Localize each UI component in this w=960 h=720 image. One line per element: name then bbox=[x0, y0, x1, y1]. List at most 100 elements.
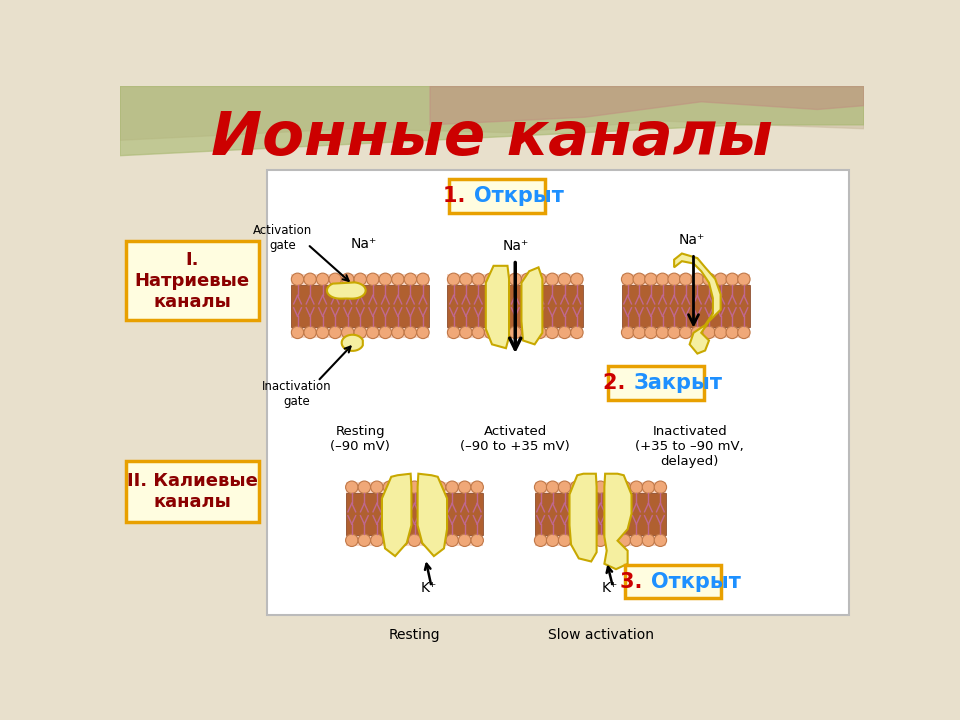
Circle shape bbox=[383, 534, 396, 546]
Circle shape bbox=[417, 326, 429, 338]
Circle shape bbox=[680, 326, 692, 338]
Circle shape bbox=[379, 326, 392, 338]
Circle shape bbox=[633, 326, 645, 338]
Circle shape bbox=[485, 326, 496, 338]
Circle shape bbox=[354, 273, 367, 285]
Circle shape bbox=[496, 326, 509, 338]
FancyBboxPatch shape bbox=[535, 482, 666, 546]
Polygon shape bbox=[521, 267, 542, 344]
Circle shape bbox=[535, 481, 547, 493]
Circle shape bbox=[342, 326, 354, 338]
Circle shape bbox=[379, 273, 392, 285]
FancyBboxPatch shape bbox=[291, 274, 429, 338]
Polygon shape bbox=[382, 474, 412, 556]
Circle shape bbox=[521, 326, 534, 338]
FancyBboxPatch shape bbox=[609, 366, 705, 400]
Circle shape bbox=[642, 534, 655, 546]
Circle shape bbox=[509, 326, 521, 338]
Polygon shape bbox=[418, 474, 447, 556]
Circle shape bbox=[509, 273, 521, 285]
FancyBboxPatch shape bbox=[622, 274, 750, 338]
Circle shape bbox=[570, 534, 583, 546]
Circle shape bbox=[460, 326, 472, 338]
Circle shape bbox=[654, 534, 666, 546]
Circle shape bbox=[583, 481, 595, 493]
Text: Na⁺: Na⁺ bbox=[351, 237, 377, 251]
Polygon shape bbox=[486, 266, 509, 348]
FancyBboxPatch shape bbox=[346, 482, 484, 546]
Polygon shape bbox=[674, 253, 721, 354]
Circle shape bbox=[621, 326, 634, 338]
Circle shape bbox=[447, 326, 460, 338]
Circle shape bbox=[680, 273, 692, 285]
Text: II. Калиевые
каналы: II. Калиевые каналы bbox=[127, 472, 257, 510]
Circle shape bbox=[346, 534, 358, 546]
Circle shape bbox=[691, 326, 704, 338]
Text: 2.: 2. bbox=[603, 373, 633, 393]
FancyBboxPatch shape bbox=[126, 241, 259, 320]
Circle shape bbox=[383, 481, 396, 493]
Text: Resting: Resting bbox=[389, 628, 441, 642]
FancyBboxPatch shape bbox=[126, 461, 259, 522]
Circle shape bbox=[607, 534, 618, 546]
Text: Inactivation
gate: Inactivation gate bbox=[262, 380, 331, 408]
Circle shape bbox=[472, 326, 485, 338]
Polygon shape bbox=[342, 335, 363, 351]
Circle shape bbox=[472, 273, 485, 285]
Text: Inactivated
(+35 to –90 mV,
delayed): Inactivated (+35 to –90 mV, delayed) bbox=[636, 426, 744, 468]
Text: Slow activation: Slow activation bbox=[547, 628, 654, 642]
Circle shape bbox=[618, 534, 631, 546]
Circle shape bbox=[546, 273, 559, 285]
Circle shape bbox=[546, 481, 559, 493]
Circle shape bbox=[607, 481, 618, 493]
Circle shape bbox=[645, 273, 657, 285]
Circle shape bbox=[342, 273, 354, 285]
Circle shape bbox=[534, 326, 546, 338]
Circle shape bbox=[570, 326, 583, 338]
Circle shape bbox=[559, 534, 571, 546]
Circle shape bbox=[291, 273, 303, 285]
Circle shape bbox=[668, 273, 681, 285]
Circle shape bbox=[459, 534, 470, 546]
Text: Закрыт: Закрыт bbox=[634, 373, 723, 393]
Circle shape bbox=[737, 326, 750, 338]
Circle shape bbox=[496, 273, 509, 285]
Circle shape bbox=[358, 481, 371, 493]
Circle shape bbox=[354, 326, 367, 338]
Circle shape bbox=[737, 273, 750, 285]
FancyBboxPatch shape bbox=[448, 179, 544, 212]
Circle shape bbox=[594, 534, 607, 546]
Circle shape bbox=[367, 273, 379, 285]
Circle shape bbox=[392, 273, 404, 285]
Text: Открыт: Открыт bbox=[651, 572, 741, 592]
Circle shape bbox=[559, 326, 571, 338]
Circle shape bbox=[654, 481, 666, 493]
Circle shape bbox=[433, 534, 445, 546]
Circle shape bbox=[420, 481, 433, 493]
Circle shape bbox=[471, 481, 484, 493]
Circle shape bbox=[485, 273, 496, 285]
Circle shape bbox=[583, 534, 595, 546]
Circle shape bbox=[408, 481, 420, 493]
Circle shape bbox=[630, 481, 642, 493]
Circle shape bbox=[396, 534, 408, 546]
Circle shape bbox=[317, 326, 329, 338]
FancyBboxPatch shape bbox=[447, 284, 583, 327]
Circle shape bbox=[392, 326, 404, 338]
Circle shape bbox=[621, 273, 634, 285]
Circle shape bbox=[304, 326, 316, 338]
Circle shape bbox=[714, 326, 727, 338]
Circle shape bbox=[433, 481, 445, 493]
Circle shape bbox=[346, 481, 358, 493]
Circle shape bbox=[618, 481, 631, 493]
Circle shape bbox=[668, 326, 681, 338]
Circle shape bbox=[446, 534, 458, 546]
Circle shape bbox=[570, 481, 583, 493]
Circle shape bbox=[726, 326, 738, 338]
Circle shape bbox=[657, 273, 669, 285]
Circle shape bbox=[420, 534, 433, 546]
Polygon shape bbox=[327, 282, 366, 299]
Circle shape bbox=[546, 534, 559, 546]
Text: 3.: 3. bbox=[620, 572, 649, 592]
Circle shape bbox=[304, 273, 316, 285]
